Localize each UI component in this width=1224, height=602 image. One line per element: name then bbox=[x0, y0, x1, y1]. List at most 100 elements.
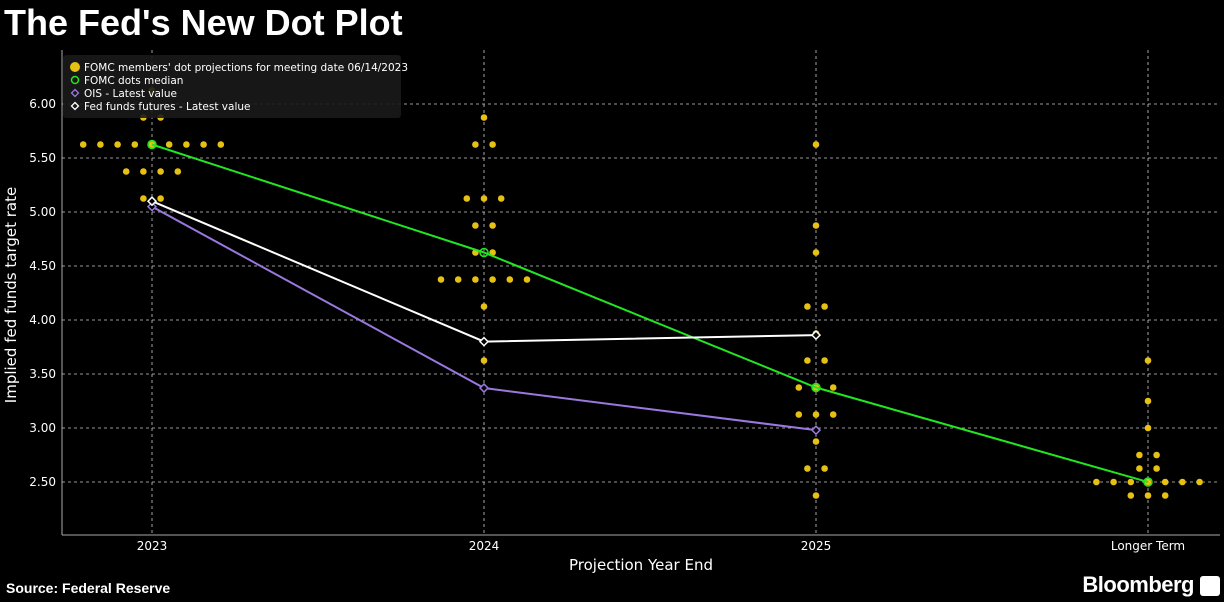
legend-diamond-icon bbox=[70, 88, 80, 98]
series-line bbox=[151, 143, 1149, 483]
y-axis-label: Implied fed funds target rate bbox=[2, 187, 20, 403]
fomc-dot bbox=[523, 276, 531, 283]
fomc-dot bbox=[1127, 478, 1135, 486]
fomc-dot bbox=[1144, 424, 1152, 432]
fomc-dot bbox=[1136, 451, 1143, 459]
fomc-dot bbox=[1144, 492, 1152, 499]
source-note: Source: Federal Reserve bbox=[6, 580, 171, 596]
fomc-dot bbox=[472, 141, 479, 148]
fomc-dot bbox=[812, 249, 820, 256]
fomc-dot bbox=[829, 411, 837, 418]
fomc-dot bbox=[472, 276, 479, 283]
diamond-marker bbox=[810, 330, 822, 341]
fomc-dot bbox=[1110, 478, 1117, 486]
fomc-dot bbox=[506, 276, 514, 283]
legend-box bbox=[63, 55, 401, 118]
fomc-dot bbox=[454, 276, 462, 283]
median-marker bbox=[1143, 477, 1153, 487]
fomc-dot bbox=[165, 141, 173, 148]
fomc-dot bbox=[1153, 465, 1160, 472]
y-tick-label: 5.50 bbox=[29, 151, 56, 165]
fomc-dot bbox=[1136, 465, 1143, 472]
fomc-dot bbox=[183, 141, 190, 148]
y-tick-label: 5.00 bbox=[29, 205, 56, 219]
fomc-dot bbox=[804, 465, 811, 472]
legend-diamond-icon bbox=[70, 101, 80, 111]
x-tick-label: Longer Term bbox=[1111, 539, 1185, 553]
fomc-dot bbox=[97, 141, 104, 148]
fomc-dot bbox=[821, 357, 828, 364]
fomc-dot bbox=[812, 222, 820, 229]
fomc-dot bbox=[1093, 478, 1100, 486]
fomc-dot bbox=[795, 411, 803, 418]
y-tick-label: 2.50 bbox=[29, 475, 56, 489]
diamond-marker bbox=[146, 201, 158, 212]
x-tick-label: 2025 bbox=[801, 539, 832, 553]
bloomberg-chart-icon bbox=[1200, 576, 1220, 596]
fomc-dot bbox=[140, 168, 147, 175]
median-marker bbox=[147, 139, 157, 150]
fomc-dot bbox=[463, 195, 471, 202]
diamond-marker bbox=[146, 196, 158, 207]
fomc-dot bbox=[200, 141, 207, 148]
fomc-dot bbox=[157, 195, 164, 202]
fomc-dot bbox=[821, 465, 828, 472]
legend-label: Fed funds futures - Latest value bbox=[84, 101, 250, 113]
fomc-dot bbox=[114, 141, 121, 148]
diamond-marker bbox=[810, 425, 822, 436]
fomc-dot bbox=[157, 168, 164, 175]
fomc-dot bbox=[480, 114, 488, 121]
fomc-dot bbox=[480, 303, 488, 310]
y-tick-label: 3.00 bbox=[29, 421, 56, 435]
fomc-dot bbox=[437, 276, 445, 283]
fomc-dot bbox=[1161, 492, 1169, 499]
fomc-dot bbox=[1144, 357, 1152, 364]
fomc-dot bbox=[217, 141, 225, 148]
fomc-dot bbox=[1153, 451, 1160, 459]
fomc-dot bbox=[489, 276, 496, 283]
legend-label: FOMC members' dot projections for meetin… bbox=[84, 62, 408, 74]
fomc-dot bbox=[140, 195, 147, 202]
x-tick-label: 2024 bbox=[469, 539, 500, 553]
fomc-dot bbox=[122, 168, 130, 175]
bloomberg-logo: Bloomberg bbox=[1082, 572, 1194, 597]
chart-title: The Fed's New Dot Plot bbox=[4, 2, 403, 43]
fomc-dot bbox=[804, 303, 811, 310]
fomc-dot bbox=[1127, 492, 1135, 499]
fomc-dot bbox=[489, 249, 496, 256]
x-axis-label: Projection Year End bbox=[569, 556, 713, 574]
fomc-dot bbox=[812, 411, 820, 418]
fomc-dot bbox=[497, 195, 505, 202]
fomc-dot bbox=[472, 222, 479, 229]
y-tick-label: 6.00 bbox=[29, 97, 56, 111]
y-tick-label: 4.00 bbox=[29, 313, 56, 327]
fomc-dot bbox=[1161, 478, 1169, 486]
fomc-dot bbox=[1144, 397, 1152, 405]
fomc-dot bbox=[829, 384, 837, 391]
diamond-marker bbox=[478, 382, 490, 394]
series-line bbox=[151, 205, 817, 432]
legend-dot-icon bbox=[70, 62, 80, 72]
fomc-dot bbox=[821, 303, 828, 310]
fomc-dot bbox=[480, 195, 488, 202]
fomc-dot bbox=[812, 492, 820, 499]
fomc-dot bbox=[174, 168, 182, 175]
fomc-dot bbox=[489, 222, 496, 229]
legend-label: FOMC dots median bbox=[84, 75, 183, 87]
fomc-dot bbox=[79, 141, 87, 148]
median-marker bbox=[811, 382, 821, 393]
fomc-dot bbox=[795, 384, 803, 391]
fomc-dot bbox=[812, 141, 820, 148]
fomc-dot bbox=[480, 357, 488, 364]
fomc-dot bbox=[1196, 478, 1203, 486]
y-tick-label: 4.50 bbox=[29, 259, 56, 273]
fomc-dot bbox=[489, 141, 496, 148]
median-marker bbox=[479, 247, 489, 258]
fomc-dot bbox=[812, 438, 820, 445]
diamond-marker bbox=[478, 336, 490, 347]
legend-circle-icon bbox=[70, 75, 80, 85]
fomc-dot bbox=[131, 141, 139, 148]
fomc-dot bbox=[1179, 478, 1186, 486]
fomc-dot bbox=[804, 357, 811, 364]
